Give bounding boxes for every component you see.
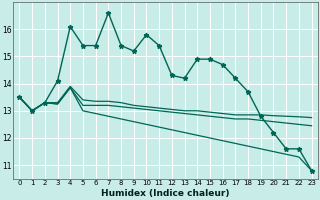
X-axis label: Humidex (Indice chaleur): Humidex (Indice chaleur) xyxy=(101,189,230,198)
